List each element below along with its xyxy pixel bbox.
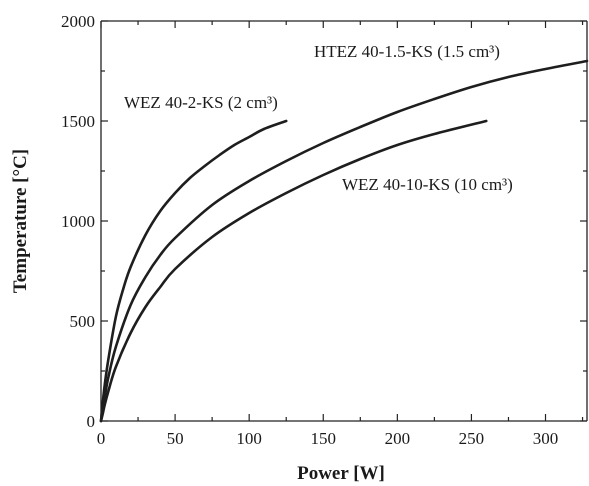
- x-tick-label: 250: [459, 429, 485, 448]
- x-tick-label: 150: [311, 429, 337, 448]
- y-tick-label: 1000: [61, 212, 95, 231]
- y-tick-label: 0: [87, 412, 96, 431]
- series-lines: [99, 59, 589, 423]
- tick-labels: 0 500 1000 1500 2000 0 50 100 150 200 250 300: [61, 12, 558, 448]
- series-line-wez-2: [99, 119, 288, 423]
- x-tick-label: 50: [167, 429, 184, 448]
- series-line-htez: [99, 59, 589, 423]
- y-tick-label: 1500: [61, 112, 95, 131]
- y-tick-label: 500: [70, 312, 96, 331]
- y-tick-label: 2000: [61, 12, 95, 31]
- series-label-htez: HTEZ 40-1.5-KS (1.5 cm³): [314, 42, 500, 61]
- x-tick-label: 200: [385, 429, 411, 448]
- axis-ticks: [100, 20, 587, 422]
- x-tick-label: 300: [533, 429, 559, 448]
- x-tick-label: 0: [97, 429, 106, 448]
- y-axis-title: Temperature [°C]: [10, 149, 31, 293]
- x-tick-label: 100: [236, 429, 262, 448]
- series-line-wez-10: [99, 119, 488, 423]
- series-label-wez-2: WEZ 40-2-KS (2 cm³): [124, 93, 278, 112]
- series-label-wez-10: WEZ 40-10-KS (10 cm³): [342, 175, 513, 194]
- x-axis-title: Power [W]: [297, 463, 385, 484]
